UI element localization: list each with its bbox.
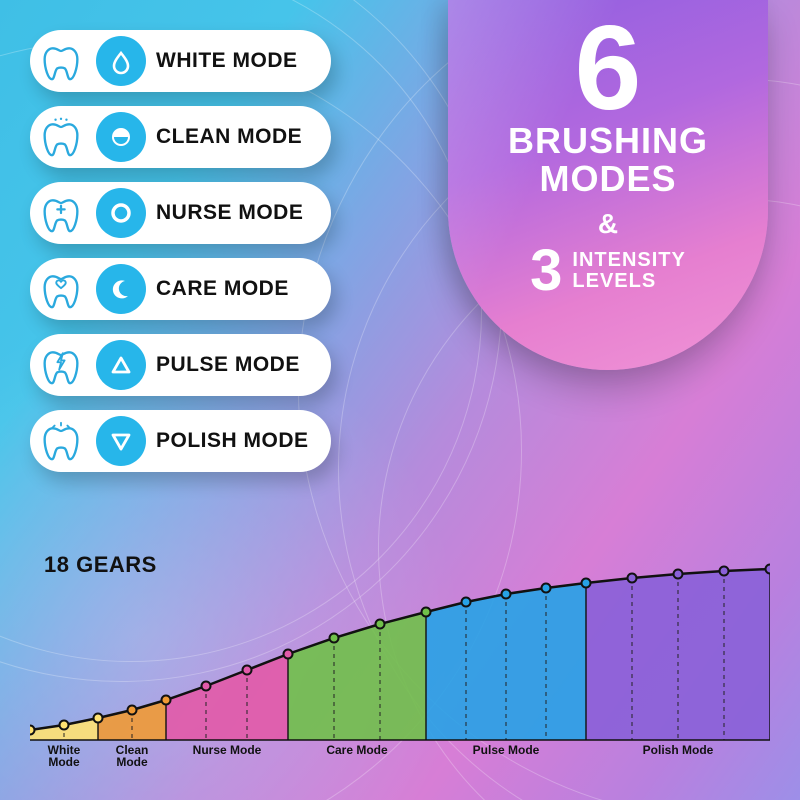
chart-gear-marker (243, 666, 252, 675)
headline-modes: MODES (448, 158, 768, 200)
mode-pill: CLEAN MODE (30, 106, 331, 168)
chart-segment-label: Nurse Mode (193, 743, 262, 757)
mode-pill: WHITE MODE (30, 30, 331, 92)
chart-gear-marker (376, 620, 385, 629)
headline-banner: 6 BRUSHING MODES & 3 INTENSITY LEVELS (448, 0, 768, 370)
chart-gear-marker (94, 714, 103, 723)
chart-segment-label: Polish Mode (643, 743, 714, 757)
mode-label: NURSE MODE (156, 201, 303, 225)
tooth-icon (36, 416, 86, 466)
chart-gear-marker (202, 682, 211, 691)
infographic-canvas: WHITE MODE CLEAN MODE NURSE MODE CARE MODE P… (0, 0, 800, 800)
mode-label: CLEAN MODE (156, 125, 302, 149)
chart-gear-marker (766, 565, 771, 574)
mode-badge-icon (96, 36, 146, 86)
mode-label: PULSE MODE (156, 353, 300, 377)
headline-intensity: INTENSITY (572, 250, 685, 271)
mode-pill: PULSE MODE (30, 334, 331, 396)
chart-gear-marker (462, 598, 471, 607)
tooth-icon (36, 264, 86, 314)
chart-gear-marker (582, 579, 591, 588)
tooth-icon (36, 36, 86, 86)
headline-brushing: BRUSHING (448, 120, 768, 162)
gears-chart: WhiteModeCleanModeNurse ModeCare ModePul… (30, 550, 770, 770)
mode-badge-icon (96, 340, 146, 390)
chart-segment-label: Mode (48, 755, 80, 769)
chart-segment-label: Care Mode (326, 743, 388, 757)
tooth-icon (36, 340, 86, 390)
mode-pill: NURSE MODE (30, 182, 331, 244)
mode-badge-icon (96, 264, 146, 314)
chart-segment-fill (166, 654, 288, 740)
mode-badge-icon (96, 112, 146, 162)
chart-gear-marker (162, 696, 171, 705)
chart-segment-label: Mode (116, 755, 148, 769)
tooth-icon (36, 112, 86, 162)
headline-number-6: 6 (448, 8, 768, 128)
chart-gear-marker (502, 590, 511, 599)
chart-gear-marker (284, 650, 293, 659)
chart-gear-marker (422, 608, 431, 617)
mode-label: POLISH MODE (156, 429, 309, 453)
chart-gear-marker (128, 706, 137, 715)
headline-number-3: 3 (530, 242, 562, 300)
headline-ampersand: & (448, 208, 768, 240)
headline-intensity-row: 3 INTENSITY LEVELS (448, 242, 768, 300)
chart-gear-marker (542, 584, 551, 593)
mode-badge-icon (96, 188, 146, 238)
headline-levels: LEVELS (572, 271, 656, 292)
chart-segment-label: Pulse Mode (473, 743, 540, 757)
mode-pill: POLISH MODE (30, 410, 331, 472)
mode-pill-list: WHITE MODE CLEAN MODE NURSE MODE CARE MODE P… (30, 30, 331, 472)
chart-gear-marker (330, 634, 339, 643)
mode-pill: CARE MODE (30, 258, 331, 320)
chart-gear-marker (720, 567, 729, 576)
chart-gear-marker (674, 570, 683, 579)
mode-badge-icon (96, 416, 146, 466)
chart-gear-marker (628, 574, 637, 583)
chart-gear-marker (30, 726, 35, 735)
tooth-icon (36, 188, 86, 238)
mode-label: CARE MODE (156, 277, 289, 301)
mode-label: WHITE MODE (156, 49, 298, 73)
chart-gear-marker (60, 721, 69, 730)
